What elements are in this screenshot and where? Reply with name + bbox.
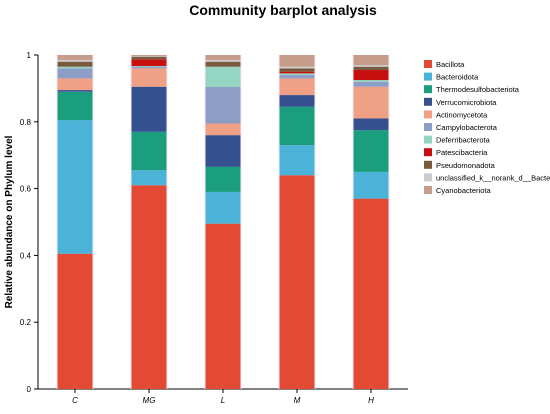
bar-segment — [57, 120, 93, 254]
legend-label: Cyanobacteriota — [436, 186, 491, 195]
bar-segment — [131, 66, 167, 67]
x-tick-label: H — [368, 396, 374, 405]
bar-segment — [279, 106, 315, 146]
bar-segment — [353, 70, 389, 81]
legend-swatch — [424, 97, 432, 106]
bar-segment — [131, 68, 167, 87]
bar-segment — [57, 61, 93, 67]
plot-area: 0 0.2 0.4 0.6 0.8 1 C MG L M H — [20, 51, 408, 405]
bar-segment — [279, 75, 315, 79]
bar-segment — [279, 73, 315, 76]
legend-label: Bacteroidota — [436, 73, 479, 82]
bar-segment — [131, 131, 167, 171]
bar-segment — [205, 55, 241, 61]
bar-segment — [353, 66, 389, 71]
bar-segment — [57, 68, 93, 79]
legend-swatch — [424, 60, 432, 68]
bar-segment — [279, 78, 315, 96]
legend-label: Patescibacteria — [436, 148, 488, 157]
bar-segment — [131, 86, 167, 132]
bar-segment — [279, 175, 315, 389]
y-tick-label: 0.4 — [20, 251, 32, 260]
y-tick-label: 0 — [27, 385, 32, 394]
bar-segment — [205, 135, 241, 167]
y-tick-label: 1 — [27, 51, 32, 60]
legend-swatch — [424, 148, 432, 157]
bar-segment — [353, 118, 389, 131]
legend-label: Actinomycetota — [436, 110, 488, 119]
x-tick-label: MG — [143, 396, 156, 405]
bar-segment — [205, 60, 241, 62]
bar-segment — [205, 66, 241, 87]
legend-swatch — [424, 110, 432, 119]
bar-segment — [131, 59, 167, 67]
bar-segment — [57, 60, 93, 62]
bar-segment — [353, 130, 389, 172]
legend-label: Verrucomicrobiota — [436, 98, 497, 107]
bar-segment — [131, 56, 167, 57]
x-tick-label: C — [72, 396, 78, 405]
legend-swatch — [424, 160, 432, 169]
legend-label: unclassified_k__norank_d__Bacteria — [436, 173, 550, 182]
legend-label: Thermodesulfobacteriota — [436, 85, 520, 94]
legend-swatch — [424, 72, 432, 81]
legend-swatch — [424, 186, 432, 194]
x-tick-label: M — [294, 396, 301, 405]
bar-segment — [205, 86, 241, 124]
legend-swatch — [424, 123, 432, 131]
bar-segment — [353, 55, 389, 66]
bar-segment — [279, 95, 315, 107]
bar-segment — [57, 90, 93, 92]
bar-segment — [279, 71, 315, 74]
bar-segment — [353, 171, 389, 199]
legend-label: Campylobacterota — [436, 123, 498, 132]
bar-segment — [57, 78, 93, 91]
bar-segment — [353, 81, 389, 87]
legend-label: Pseudomonadota — [436, 161, 496, 170]
bar-segment — [205, 191, 241, 224]
bar-segment — [57, 66, 93, 69]
bar-segment — [131, 56, 167, 60]
bar-segment — [353, 198, 389, 389]
y-tick-label: 0.2 — [20, 318, 32, 327]
y-tick-label: 0.6 — [20, 185, 32, 194]
legend: Bacillota Bacteroidota Thermodesulfobacter… — [424, 60, 550, 195]
bar-segment — [353, 65, 389, 67]
legend-label: Deferribacterota — [436, 136, 491, 145]
bar-segment — [279, 66, 315, 69]
bar-segment — [131, 170, 167, 186]
bar-segment — [131, 66, 167, 69]
bar-segment — [205, 166, 241, 192]
bar-segment — [131, 55, 167, 57]
y-axis-label: Relative abundance on Phylum level — [4, 135, 15, 308]
bar-segment — [279, 145, 315, 176]
bar-segment — [131, 185, 167, 389]
legend-swatch — [424, 135, 432, 144]
bar-segment — [353, 86, 389, 119]
legend-swatch — [424, 173, 432, 182]
bar-segment — [353, 80, 389, 82]
bar-segment — [279, 68, 315, 72]
x-tick-label: L — [221, 396, 225, 405]
bar-segment — [57, 253, 93, 389]
bar-segment — [57, 91, 93, 121]
bar-segment — [279, 55, 315, 67]
legend-swatch — [424, 85, 432, 94]
bar-segment — [205, 123, 241, 136]
bar-segment — [205, 61, 241, 67]
bar-segment — [57, 55, 93, 61]
y-tick-label: 0.8 — [20, 118, 32, 127]
bar-segment — [205, 223, 241, 389]
chart-title: Community barplot analysis — [189, 2, 377, 18]
legend-label: Bacillota — [436, 60, 465, 69]
